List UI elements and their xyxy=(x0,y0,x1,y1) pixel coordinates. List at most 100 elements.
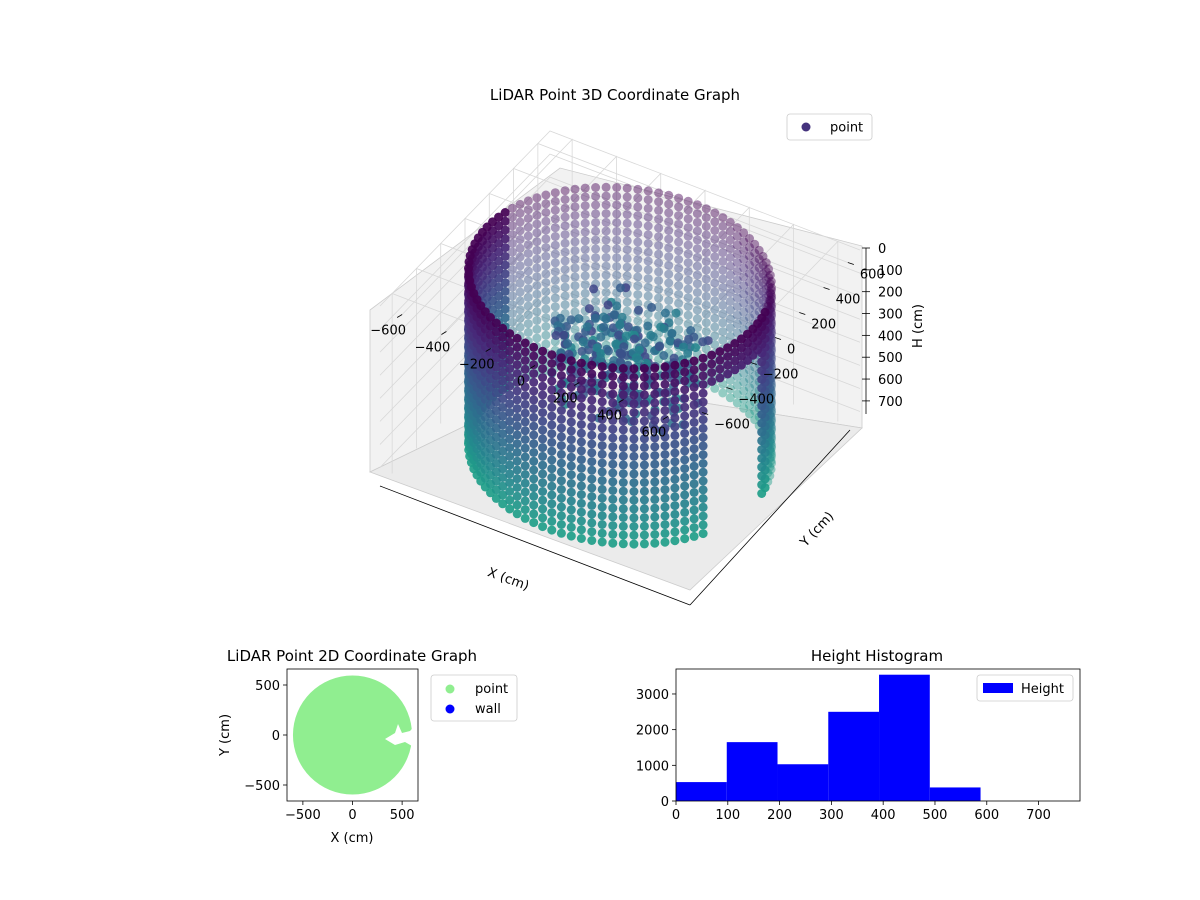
data-point-3d xyxy=(556,441,566,451)
data-point-3d xyxy=(750,292,760,302)
data-point-3d xyxy=(541,251,551,261)
data-point-3d xyxy=(701,318,711,328)
data-point-3d xyxy=(654,205,664,215)
point-disk xyxy=(292,675,413,795)
data-point-3d xyxy=(570,219,580,229)
data-point-3d xyxy=(648,332,658,342)
data-point-3d xyxy=(629,495,639,505)
data-point-3d xyxy=(529,483,539,493)
data-point-3d xyxy=(570,228,580,238)
data-point-3d xyxy=(604,346,613,356)
data-point-3d xyxy=(480,307,490,317)
data-point-3d xyxy=(556,511,566,521)
data-point-3d xyxy=(745,304,754,314)
data-point-3d xyxy=(629,425,639,435)
data-point-3d xyxy=(556,414,566,424)
data-point-3d xyxy=(689,400,699,410)
data-point-3d xyxy=(710,287,720,297)
y-tick-label-2d: 500 xyxy=(255,679,280,694)
data-point-3d xyxy=(612,235,622,245)
data-point-3d xyxy=(507,317,517,327)
data-point-3d xyxy=(757,357,767,367)
data-point-3d xyxy=(629,390,639,400)
data-point-3d xyxy=(732,310,742,320)
data-point-3d xyxy=(754,298,764,308)
data-point-3d xyxy=(486,313,495,322)
data-point-3d xyxy=(643,203,653,213)
data-point-3d xyxy=(580,280,590,290)
data-point-3d xyxy=(633,184,643,194)
grid-line-z xyxy=(379,199,861,376)
data-point-3d xyxy=(556,362,566,372)
data-point-3d xyxy=(710,313,720,323)
data-point-3d xyxy=(591,253,601,263)
data-point-3d xyxy=(698,476,708,486)
data-point-3d xyxy=(550,214,560,224)
data-point-3d xyxy=(761,275,771,285)
data-point-3d xyxy=(670,527,680,537)
data-point-3d xyxy=(634,355,643,365)
data-point-3d xyxy=(650,407,660,417)
data-point-3d xyxy=(512,439,522,449)
data-point-3d xyxy=(560,247,570,257)
data-point-3d xyxy=(587,369,597,379)
data-point-3d xyxy=(505,486,515,496)
data-point-3d xyxy=(683,302,693,311)
data-point-3d xyxy=(633,272,643,282)
data-point-3d xyxy=(650,372,660,382)
data-point-3d xyxy=(512,456,522,466)
data-point-3d xyxy=(683,310,693,320)
data-point-3d xyxy=(650,416,660,425)
data-point-3d xyxy=(576,367,586,377)
data-point-3d xyxy=(587,430,597,440)
data-point-3d xyxy=(597,467,607,477)
data-point-3d xyxy=(689,453,699,462)
data-point-3d xyxy=(761,258,771,268)
data-point-3d xyxy=(523,240,533,250)
data-point-3d xyxy=(580,262,590,272)
x-axis-line xyxy=(379,485,691,606)
data-point-3d xyxy=(541,287,551,296)
data-point-3d xyxy=(618,390,628,400)
data-point-3d xyxy=(660,441,670,451)
data-point-3d xyxy=(750,380,760,390)
data-point-3d xyxy=(608,503,618,513)
z-tick-label: 600 xyxy=(878,373,903,388)
data-point-3d xyxy=(701,265,711,275)
data-point-3d xyxy=(570,254,580,264)
data-point-3d xyxy=(633,219,643,229)
data-point-3d xyxy=(591,261,601,271)
data-point-3d xyxy=(618,495,628,505)
data-point-3d xyxy=(498,499,508,509)
data-point-3d xyxy=(597,476,607,486)
data-point-3d xyxy=(745,383,754,393)
data-point-3d xyxy=(498,464,508,474)
data-point-3d xyxy=(629,530,639,540)
data-point-3d xyxy=(683,275,693,285)
data-point-3d xyxy=(633,246,643,256)
data-point-3d xyxy=(590,313,600,323)
data-point-3d xyxy=(654,311,664,321)
data-point-3d xyxy=(643,291,653,301)
data-point-3d xyxy=(670,457,680,467)
chart-3d-ticks: −600−400−2000200400600−600−400−200020040… xyxy=(370,242,903,441)
data-point-3d xyxy=(498,359,508,368)
data-point-3d xyxy=(618,530,628,540)
chart-2d: LiDAR Point 2D Coordinate Graph −500 0 500… xyxy=(218,647,518,846)
data-point-3d xyxy=(754,272,764,282)
data-point-3d xyxy=(701,204,711,214)
data-point-3d xyxy=(757,436,767,446)
data-point-3d xyxy=(608,363,618,373)
data-point-3d xyxy=(660,502,670,512)
data-point-3d xyxy=(745,295,754,305)
data-point-3d xyxy=(505,478,515,488)
data-point-3d xyxy=(520,452,530,462)
data-point-3d xyxy=(500,243,510,253)
data-point-3d xyxy=(710,208,720,218)
data-point-3d xyxy=(538,373,548,382)
data-point-3d xyxy=(730,365,740,375)
data-point-3d xyxy=(639,460,649,470)
data-point-3d xyxy=(538,390,548,400)
data-point-3d xyxy=(750,257,760,267)
data-point-3d xyxy=(529,404,539,414)
